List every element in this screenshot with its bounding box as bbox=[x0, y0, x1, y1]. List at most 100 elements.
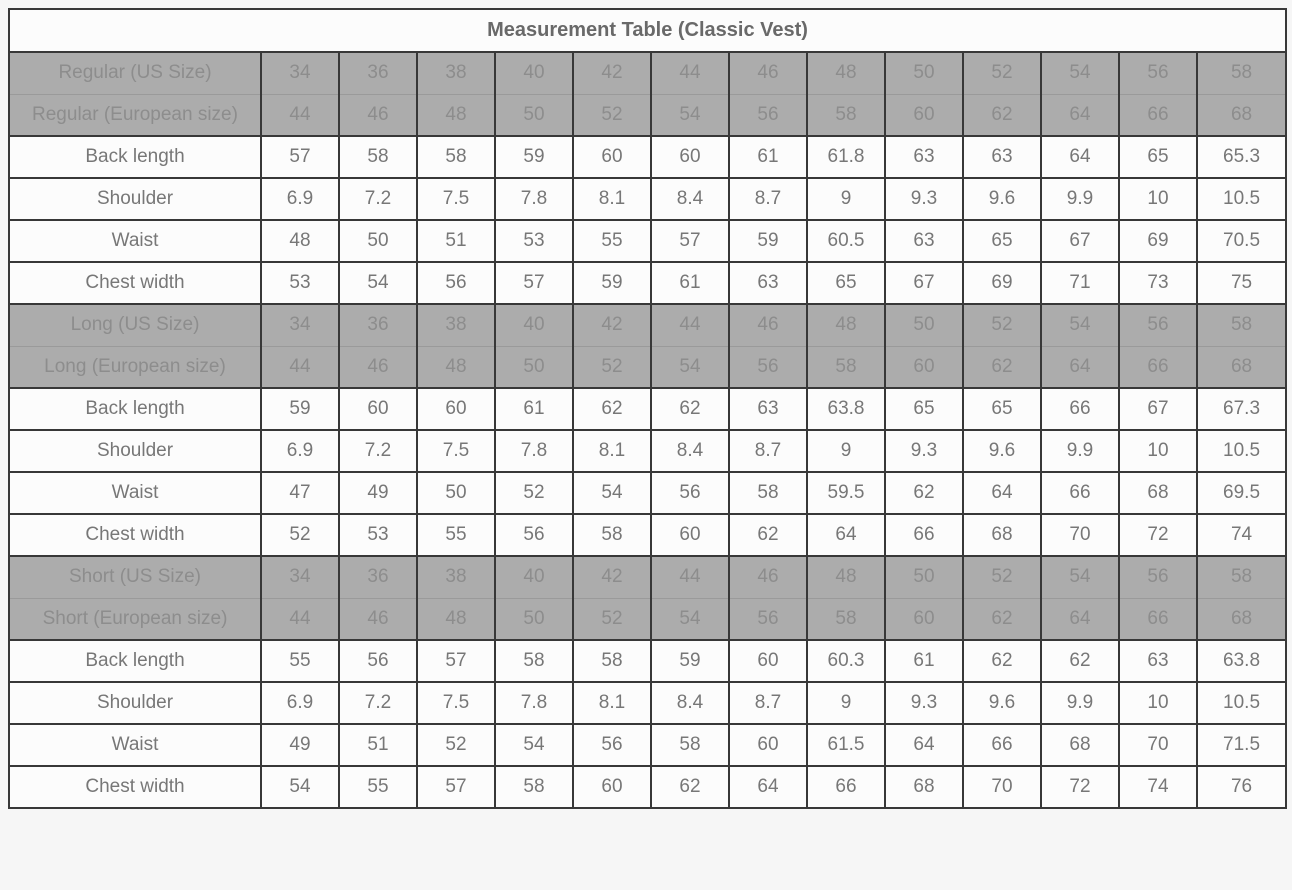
measurement-value-cell: 8.4 bbox=[650, 681, 730, 725]
measurement-value-cell: 9 bbox=[806, 429, 886, 473]
size-value-cell: 50 bbox=[884, 555, 964, 599]
size-row-label-cell: Regular (US Size) bbox=[8, 51, 262, 95]
measurement-value-cell: 64 bbox=[728, 765, 808, 809]
measurement-label-cell: Waist bbox=[8, 471, 262, 515]
measurement-value-cell: 67 bbox=[1040, 219, 1120, 263]
size-value-cell: 52 bbox=[572, 345, 652, 389]
measurement-value-cell: 7.2 bbox=[338, 681, 418, 725]
size-value-cell: 68 bbox=[1195, 93, 1288, 137]
size-value-cell: 36 bbox=[338, 51, 418, 95]
size-value-cell: 34 bbox=[260, 555, 340, 599]
measurement-value-cell: 9.3 bbox=[884, 681, 964, 725]
size-value-cell: 54 bbox=[1040, 555, 1120, 599]
measurement-value-cell: 62 bbox=[1040, 639, 1120, 683]
measurement-value-cell: 68 bbox=[884, 765, 964, 809]
measurement-value-cell: 65 bbox=[806, 261, 886, 305]
measurement-value-cell: 9.9 bbox=[1040, 681, 1120, 725]
measurement-value-cell: 55 bbox=[572, 219, 652, 263]
size-value-cell: 46 bbox=[728, 555, 808, 599]
size-value-cell: 62 bbox=[962, 597, 1042, 641]
measurement-value-cell: 65 bbox=[962, 219, 1042, 263]
measurement-value-cell: 57 bbox=[416, 639, 496, 683]
measurement-value-cell: 9.6 bbox=[962, 429, 1042, 473]
measurement-label-cell: Waist bbox=[8, 219, 262, 263]
measurement-value-cell: 54 bbox=[494, 723, 574, 767]
measurement-label-cell: Shoulder bbox=[8, 429, 262, 473]
measurement-row: Waist 49 51 52 54 56 58 60 61.5 64 66 68 70 71.5 bbox=[8, 723, 1288, 767]
size-header-row: Long (European size) 44 46 48 50 52 54 56 58 60 62… bbox=[8, 345, 1288, 389]
measurement-value-cell: 6.9 bbox=[260, 177, 340, 221]
measurement-label-cell: Back length bbox=[8, 639, 262, 683]
measurement-value-cell: 75 bbox=[1195, 261, 1288, 305]
measurement-value-cell: 64 bbox=[962, 471, 1042, 515]
measurement-value-cell: 68 bbox=[1040, 723, 1120, 767]
measurement-value-cell: 63 bbox=[884, 219, 964, 263]
measurement-value-cell: 62 bbox=[572, 387, 652, 431]
size-value-cell: 50 bbox=[884, 51, 964, 95]
measurement-value-cell: 63 bbox=[884, 135, 964, 179]
measurement-value-cell: 58 bbox=[338, 135, 418, 179]
size-value-cell: 64 bbox=[1040, 345, 1120, 389]
measurement-value-cell: 9.3 bbox=[884, 177, 964, 221]
size-value-cell: 36 bbox=[338, 555, 418, 599]
measurement-value-cell: 54 bbox=[572, 471, 652, 515]
measurement-value-cell: 63 bbox=[728, 387, 808, 431]
size-value-cell: 58 bbox=[1195, 51, 1288, 95]
size-value-cell: 56 bbox=[1118, 555, 1198, 599]
measurement-value-cell: 60 bbox=[650, 513, 730, 557]
measurement-value-cell: 68 bbox=[1118, 471, 1198, 515]
measurement-row: Back length 55 56 57 58 58 59 60 60.3 61 62 62 63 63.… bbox=[8, 639, 1288, 683]
measurement-value-cell: 61 bbox=[884, 639, 964, 683]
measurement-value-cell: 70 bbox=[1040, 513, 1120, 557]
size-value-cell: 54 bbox=[650, 93, 730, 137]
size-value-cell: 58 bbox=[1195, 303, 1288, 347]
size-value-cell: 34 bbox=[260, 51, 340, 95]
measurement-value-cell: 7.2 bbox=[338, 429, 418, 473]
size-value-cell: 46 bbox=[728, 303, 808, 347]
measurement-value-cell: 56 bbox=[416, 261, 496, 305]
measurement-value-cell: 69 bbox=[1118, 219, 1198, 263]
measurement-value-cell: 69 bbox=[962, 261, 1042, 305]
measurement-value-cell: 61.8 bbox=[806, 135, 886, 179]
measurement-value-cell: 54 bbox=[338, 261, 418, 305]
size-value-cell: 46 bbox=[728, 51, 808, 95]
measurement-value-cell: 58 bbox=[650, 723, 730, 767]
size-value-cell: 54 bbox=[1040, 303, 1120, 347]
size-value-cell: 44 bbox=[650, 303, 730, 347]
size-value-cell: 40 bbox=[494, 555, 574, 599]
measurement-value-cell: 62 bbox=[650, 387, 730, 431]
size-value-cell: 46 bbox=[338, 597, 418, 641]
measurement-value-cell: 72 bbox=[1040, 765, 1120, 809]
size-header-row: Regular (European size) 44 46 48 50 52 54 56 58 6… bbox=[8, 93, 1288, 137]
size-value-cell: 44 bbox=[650, 51, 730, 95]
measurement-row: Chest width 52 53 55 56 58 60 62 64 66 68 70 72 74 bbox=[8, 513, 1288, 557]
measurement-value-cell: 8.4 bbox=[650, 429, 730, 473]
size-value-cell: 46 bbox=[338, 93, 418, 137]
size-value-cell: 38 bbox=[416, 555, 496, 599]
measurement-value-cell: 65 bbox=[884, 387, 964, 431]
measurement-value-cell: 62 bbox=[650, 765, 730, 809]
measurement-value-cell: 63.8 bbox=[1195, 639, 1288, 683]
measurement-value-cell: 53 bbox=[494, 219, 574, 263]
size-row-label-cell: Short (European size) bbox=[8, 597, 262, 641]
measurement-value-cell: 56 bbox=[338, 639, 418, 683]
measurement-value-cell: 9.3 bbox=[884, 429, 964, 473]
measurement-value-cell: 55 bbox=[260, 639, 340, 683]
size-value-cell: 36 bbox=[338, 303, 418, 347]
measurement-value-cell: 6.9 bbox=[260, 429, 340, 473]
measurement-value-cell: 64 bbox=[884, 723, 964, 767]
size-value-cell: 48 bbox=[416, 345, 496, 389]
measurement-value-cell: 66 bbox=[884, 513, 964, 557]
measurement-value-cell: 59 bbox=[260, 387, 340, 431]
measurement-value-cell: 65 bbox=[1118, 135, 1198, 179]
measurement-value-cell: 60 bbox=[650, 135, 730, 179]
measurement-value-cell: 63 bbox=[728, 261, 808, 305]
size-header-row: Long (US Size) 34 36 38 40 42 44 46 48 50 52 54 56 58 bbox=[8, 303, 1288, 347]
measurement-value-cell: 56 bbox=[572, 723, 652, 767]
measurement-value-cell: 55 bbox=[338, 765, 418, 809]
measurement-value-cell: 7.5 bbox=[416, 429, 496, 473]
measurement-value-cell: 62 bbox=[728, 513, 808, 557]
measurement-value-cell: 57 bbox=[260, 135, 340, 179]
measurement-value-cell: 67 bbox=[884, 261, 964, 305]
measurement-value-cell: 65 bbox=[962, 387, 1042, 431]
